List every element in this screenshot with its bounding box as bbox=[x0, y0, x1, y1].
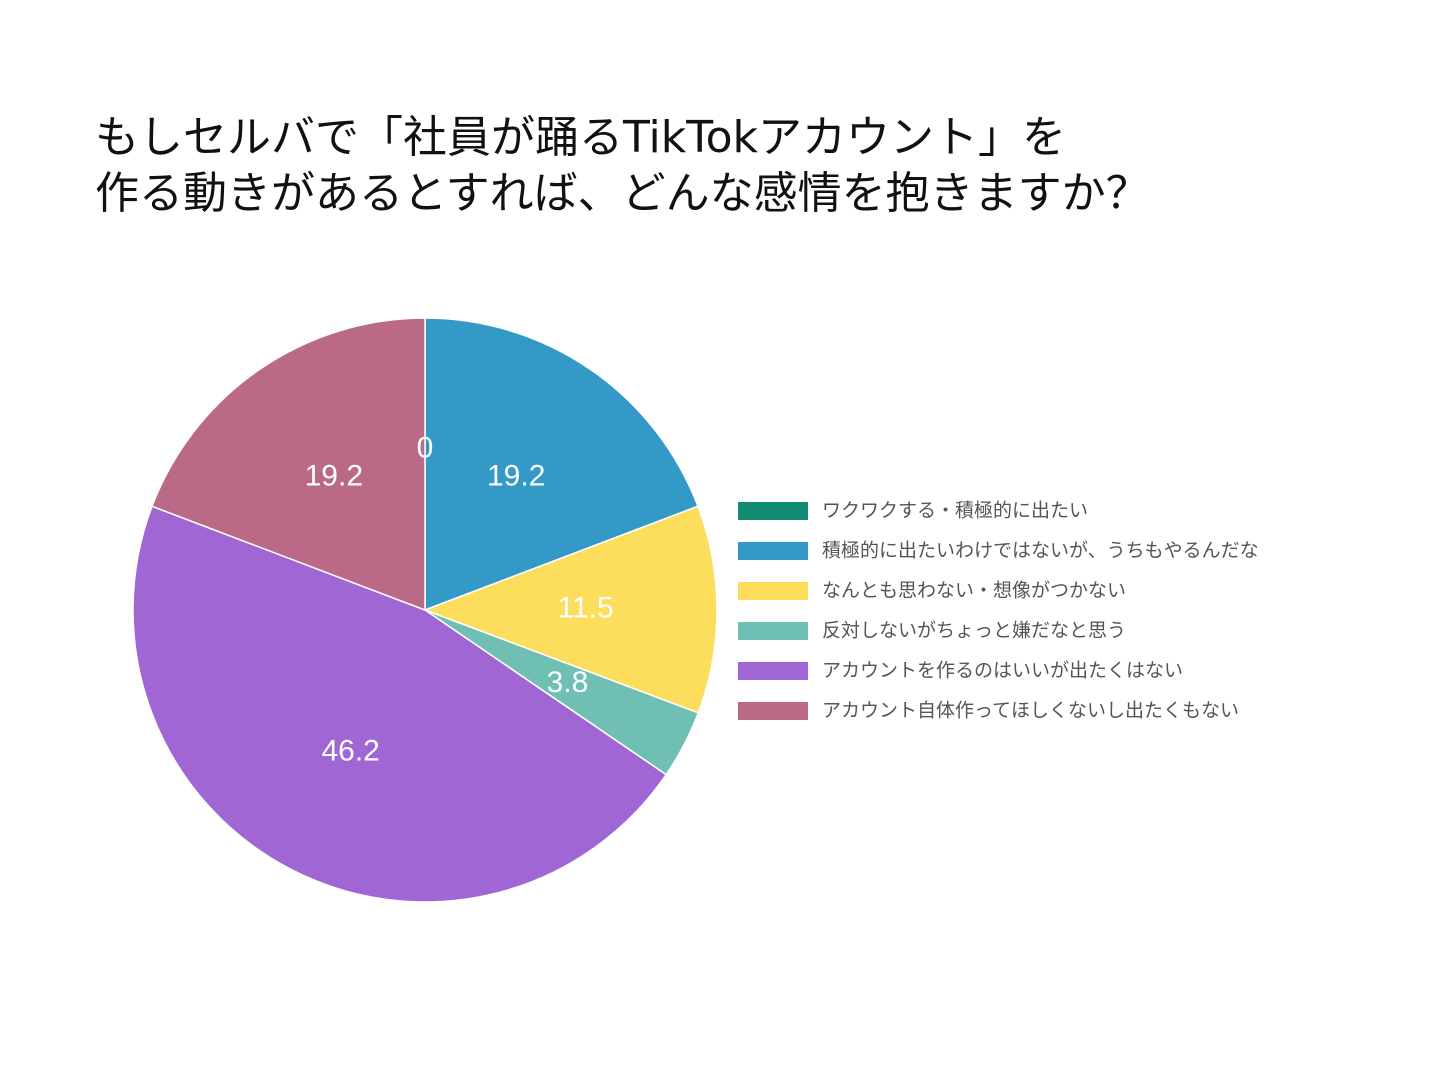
legend-swatch bbox=[738, 582, 808, 600]
legend-label: 積極的に出たいわけではないが、うちもやるんだな bbox=[822, 540, 1259, 562]
legend-swatch bbox=[738, 662, 808, 680]
pie-slice bbox=[422, 505, 718, 714]
legend-label: アカウントを作るのはいいが出たくはない bbox=[822, 660, 1183, 682]
pie-slice bbox=[151, 317, 426, 612]
labels: 0 19.2 11.5 3.8 46.2 19.2 bbox=[305, 431, 614, 767]
data-label: 46.2 bbox=[321, 734, 379, 767]
legend-label: アカウント自体作ってほしくないし出たくもない bbox=[822, 700, 1239, 722]
legend-label: ワクワクする・積極的に出たい bbox=[822, 500, 1088, 522]
legend-swatch bbox=[738, 702, 808, 720]
legend: ワクワクする・積極的に出たい積極的に出たいわけではないが、うちもやるんだななんと… bbox=[738, 500, 1259, 722]
pie-slice bbox=[424, 317, 699, 612]
data-label: 19.2 bbox=[305, 460, 363, 493]
pie bbox=[132, 317, 718, 903]
data-label: 0 bbox=[417, 431, 434, 464]
legend-swatch bbox=[738, 542, 808, 560]
legend-swatch bbox=[738, 622, 808, 640]
data-label: 11.5 bbox=[558, 592, 614, 625]
chart-title: 作る動きがあるとすれば、どんな感情を抱きますか？ bbox=[95, 168, 1150, 219]
legend-label: なんとも思わない・想像がつかない bbox=[822, 580, 1126, 602]
legend-label: 反対しないがちょっと嫌だなと思う bbox=[822, 620, 1126, 642]
data-label: 19.2 bbox=[487, 460, 545, 493]
chart-title: もしセルバで「社員が踊るTikTokアカウント」を bbox=[95, 112, 1066, 163]
legend-swatch bbox=[738, 502, 808, 520]
pie-slice bbox=[132, 505, 668, 903]
data-label: 3.8 bbox=[547, 666, 589, 699]
